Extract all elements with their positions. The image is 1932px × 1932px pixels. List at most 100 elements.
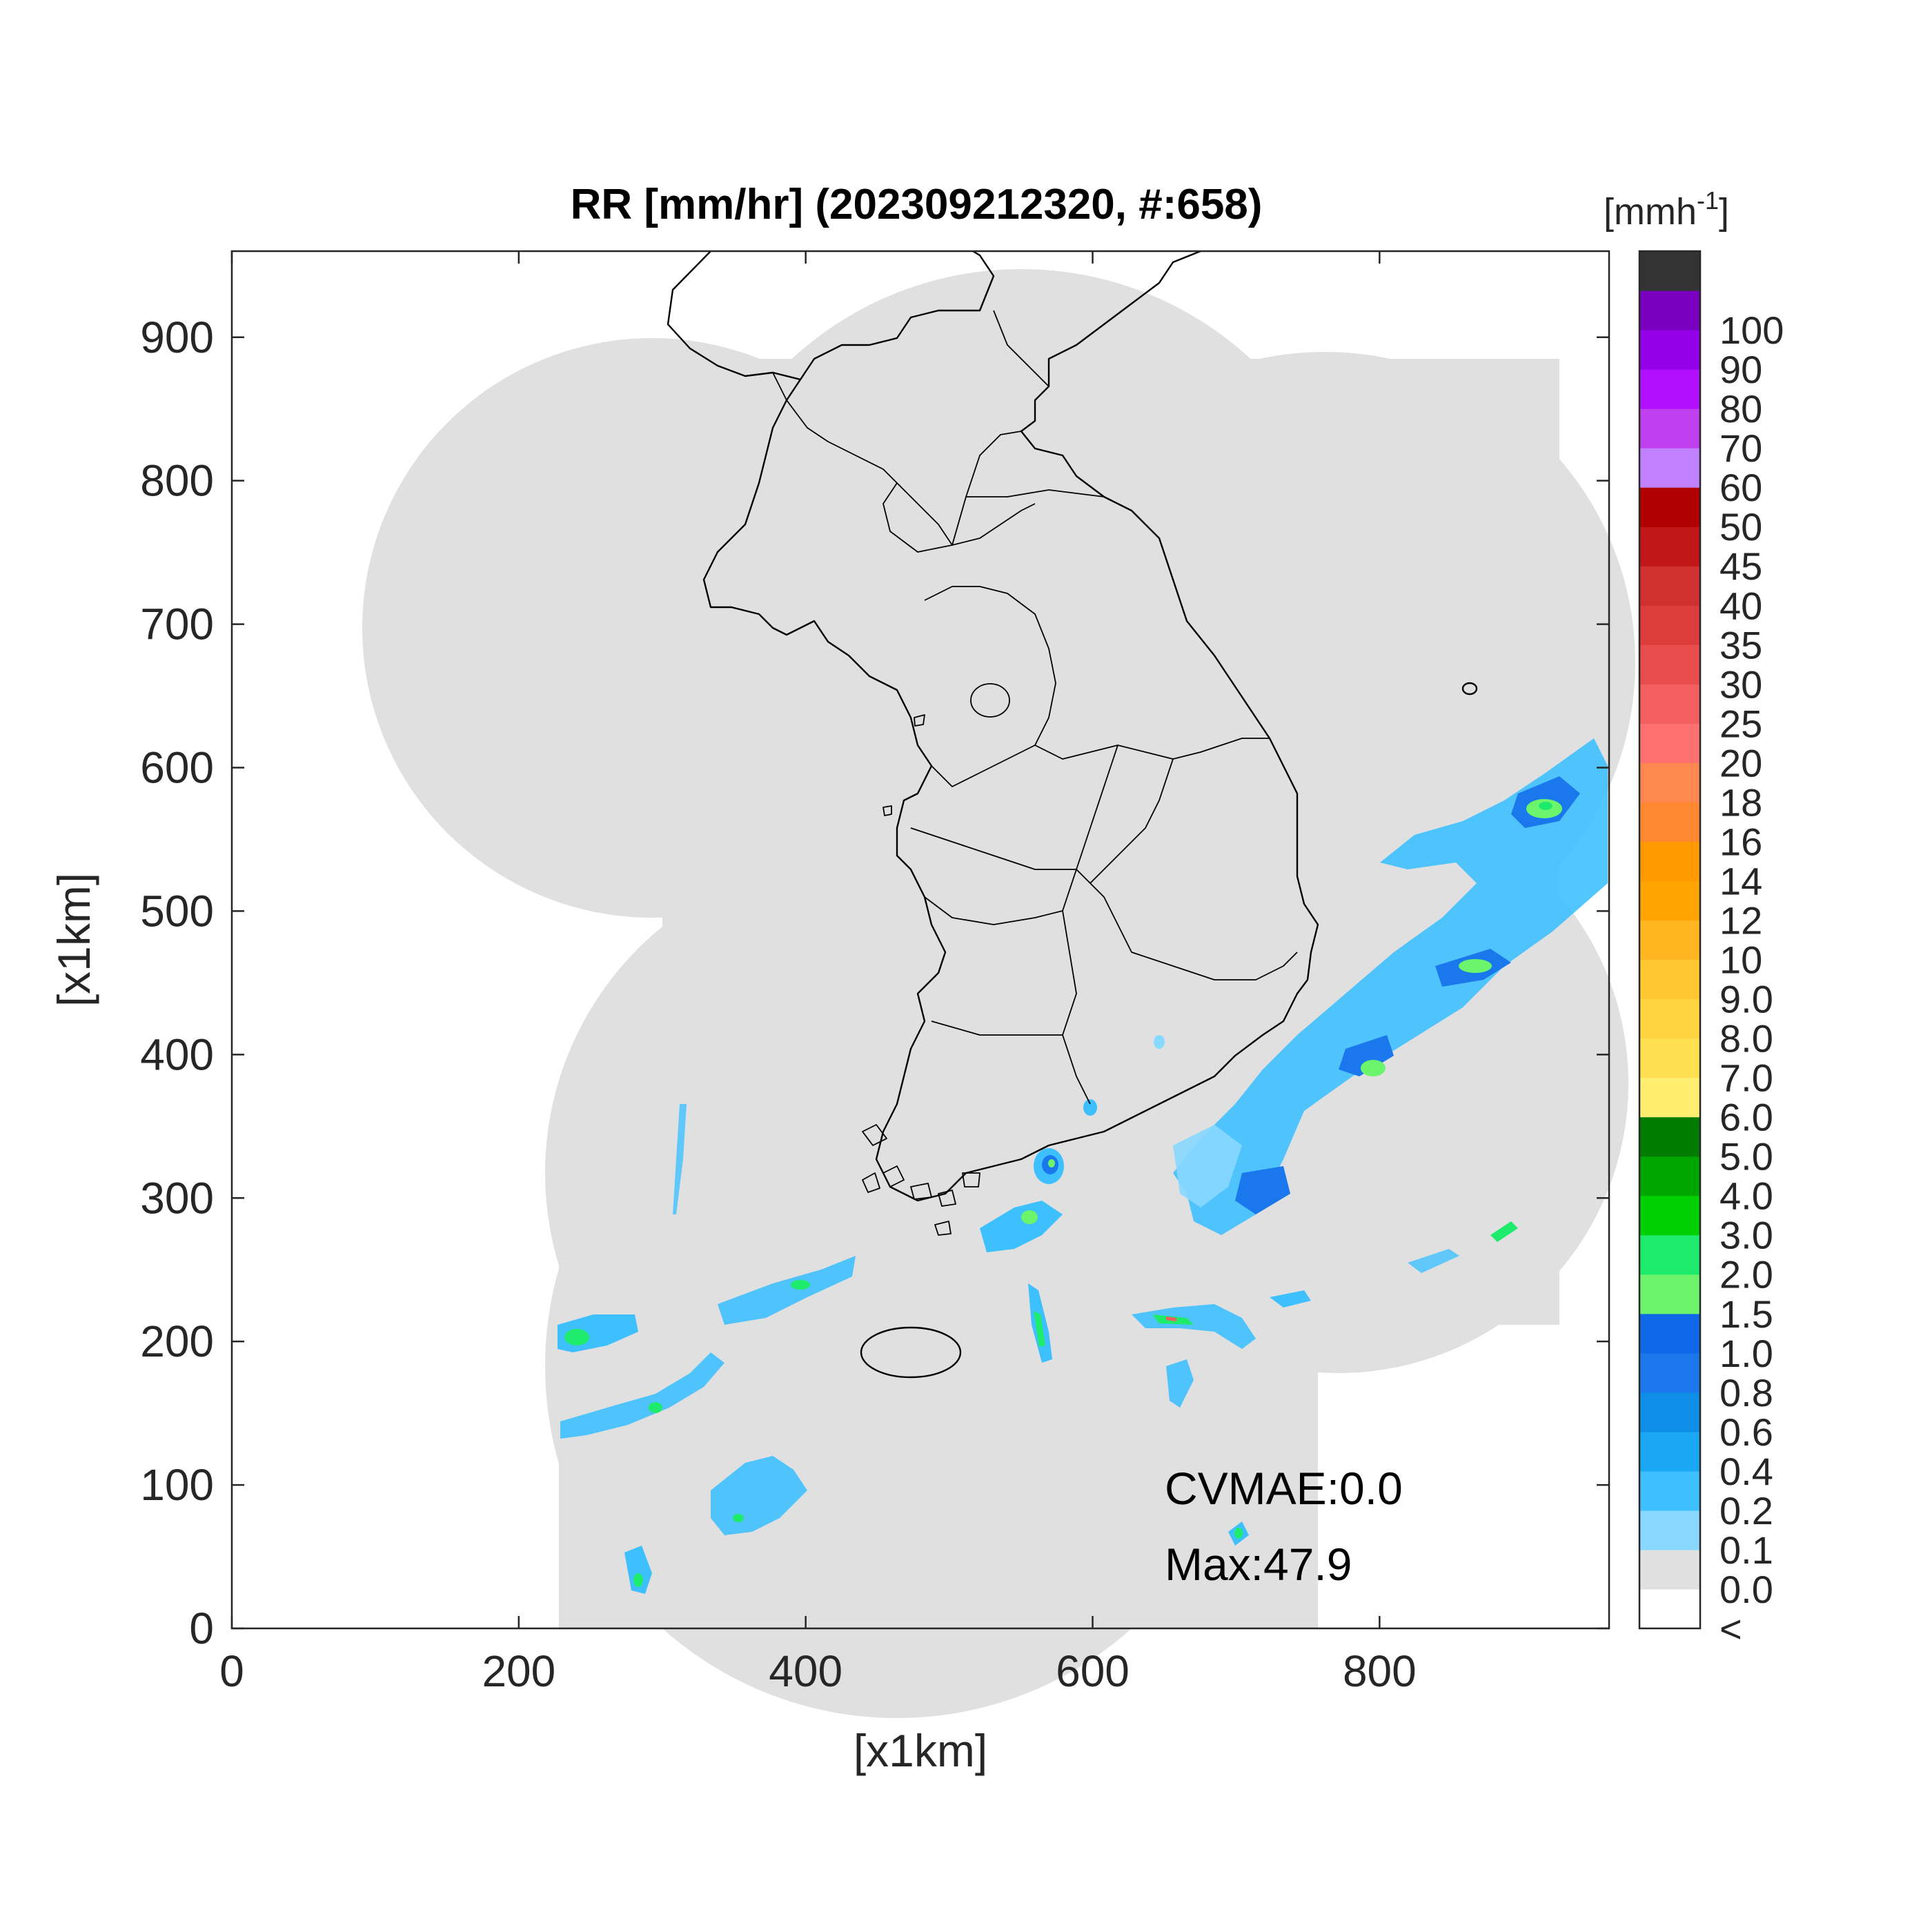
colorbar-label: 25 [1719, 702, 1762, 745]
echo-south-center [1166, 1359, 1194, 1408]
echo-band-sw-1 [718, 1256, 856, 1325]
colorbar-swatch [1639, 1038, 1700, 1078]
seoul-outline [970, 683, 1010, 718]
colorbar-label: 0.6 [1719, 1410, 1773, 1454]
colorbar-swatch [1639, 802, 1700, 842]
colorbar-label: 18 [1719, 780, 1762, 824]
colorbar-label: 9.0 [1719, 978, 1773, 1021]
colorbar-swatch [1639, 762, 1700, 802]
colorbar-label: 6.0 [1719, 1096, 1773, 1139]
echo-east-sea-core-4 [1235, 1166, 1290, 1214]
jeju-outline [860, 1326, 962, 1379]
x-tick-label: 800 [1343, 1646, 1417, 1696]
colorbar-label: 12 [1719, 898, 1762, 942]
colorbar-unit-base: [mmh [1604, 191, 1697, 233]
colorbar-swatch [1639, 920, 1700, 960]
echo-band-east-2 [1408, 1249, 1459, 1273]
map-axes [230, 250, 1635, 1718]
colorbar-swatch [1639, 330, 1700, 370]
colorbar-swatch [1639, 998, 1700, 1039]
max-annotation: Max:47.9 [1165, 1539, 1352, 1590]
colorbar-label: 0.0 [1719, 1568, 1773, 1611]
echo-south-coast [980, 1035, 1165, 1252]
echo-band-sw-2 [560, 1352, 724, 1439]
echo-band-east [1270, 1290, 1311, 1308]
colorbar-label: < [1719, 1607, 1742, 1650]
colorbar-label: 20 [1719, 741, 1762, 785]
axes-frame [230, 250, 1610, 1630]
colorbar-swatch [1639, 723, 1700, 763]
y-tick-label: 600 [140, 743, 214, 793]
colorbar-label: 0.1 [1719, 1528, 1773, 1572]
echo-east-sea-west-edge [1173, 1125, 1242, 1208]
colorbar-label: 16 [1719, 820, 1762, 863]
colorbar-swatch [1639, 1392, 1700, 1432]
x-tick-label: 400 [769, 1646, 842, 1696]
echo-coast-south [980, 1201, 1063, 1252]
x-axis-ticks: 0 200 400 600 800 [219, 251, 1417, 1696]
colorbar-label: 14 [1719, 859, 1762, 903]
colorbar-swatch [1639, 251, 1700, 291]
colorbar-swatch [1639, 448, 1700, 488]
x-tick-label: 200 [482, 1646, 555, 1696]
colorbar-swatch [1639, 369, 1700, 409]
x-tick-label: 600 [1056, 1646, 1130, 1696]
ulleungdo-outline [1461, 682, 1478, 696]
colorbar-swatch [1639, 408, 1700, 448]
y-tick-label: 300 [140, 1173, 214, 1223]
echo-east-sea-heavy-3 [1361, 1060, 1386, 1076]
y-axis-ticks: 0 100 200 300 400 500 600 700 800 900 [140, 313, 1609, 1653]
colorbar-swatch [1639, 1510, 1700, 1550]
colorbar-label: 5.0 [1719, 1135, 1773, 1179]
echo-band-east-sea [1173, 738, 1608, 1235]
colorbar-swatch [1639, 1431, 1700, 1472]
y-tick-label: 0 [189, 1604, 214, 1653]
colorbar-swatch [1639, 1274, 1700, 1314]
y-axis-label: [x1km] [48, 873, 99, 1007]
echo-east-sea-outer [1173, 738, 1608, 1235]
colorbar-swatch [1639, 1116, 1700, 1157]
colorbar-swatch [1639, 1077, 1700, 1118]
y-tick-label: 700 [140, 600, 214, 649]
colorbar-label: 0.2 [1719, 1489, 1773, 1532]
colorbar-swatch [1639, 1588, 1700, 1629]
echo-band-east-3 [1490, 1221, 1518, 1242]
colorbar-label: 3.0 [1719, 1214, 1773, 1257]
colorbar-frame [1638, 250, 1702, 1630]
colorbar-label: 0.4 [1719, 1450, 1773, 1493]
colorbar-label: 7.0 [1719, 1056, 1773, 1100]
north-korea-border [667, 250, 1319, 980]
colorbar-label: 30 [1719, 662, 1762, 706]
colorbar-swatch [1639, 605, 1700, 645]
colorbar-label: 1.5 [1719, 1292, 1773, 1336]
echo-band-se-peak [1166, 1317, 1176, 1321]
echo-coast-peak [1048, 1159, 1055, 1167]
colorbar-swatch [1639, 566, 1700, 606]
x-tick-label: 0 [219, 1646, 244, 1696]
colorbar-swatches [1639, 251, 1700, 1629]
y-tick-label: 200 [140, 1317, 214, 1366]
colorbar-swatch [1639, 1234, 1700, 1275]
echo-inland-1 [1154, 1035, 1165, 1049]
colorbar-label: 1.0 [1719, 1332, 1773, 1375]
colorbar-label: 90 [1719, 348, 1762, 391]
colorbar-swatch [1639, 1549, 1700, 1590]
echo-cluster-southwest [624, 1546, 652, 1594]
colorbar-swatch [1639, 644, 1700, 684]
echo-west-streak [673, 1104, 687, 1214]
province-lines-north [772, 310, 1105, 553]
colorbar-swatch [1639, 1352, 1700, 1393]
colorbar-swatch [1639, 880, 1700, 921]
echo-band-sw-2-heavy [649, 1402, 662, 1413]
colorbar-label: 70 [1719, 426, 1762, 470]
chart-title: RR [mm/hr] (202309212320, #:658) [571, 181, 1263, 228]
radar-coverage [362, 269, 1635, 1718]
y-tick-label: 900 [140, 313, 214, 362]
y-tick-label: 400 [140, 1029, 214, 1079]
echo-band-se [1132, 1304, 1256, 1349]
colorbar-unit: [mmh-1] [1604, 186, 1729, 233]
colorbar-label: 100 [1719, 308, 1784, 352]
colorbar-swatch [1639, 684, 1700, 724]
echo-south-sea [558, 1104, 1518, 1594]
